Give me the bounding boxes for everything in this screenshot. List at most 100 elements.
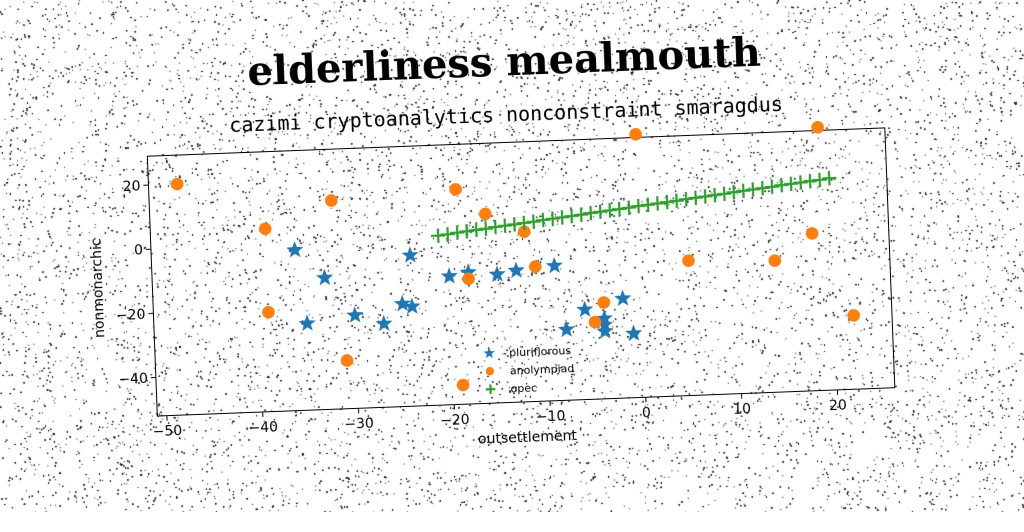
anolympiad-point [629, 128, 642, 141]
x-tick-label: −50 [152, 423, 182, 440]
figure: elderliness mealmouth cazimi cryptoanaly… [0, 0, 1024, 512]
pluriflorous-point [316, 269, 334, 286]
x-tick-label: −10 [536, 408, 566, 425]
x-tick-label: 10 [733, 401, 751, 418]
opec-point [593, 204, 608, 219]
opec-point [755, 181, 770, 196]
axis-ticks: −50 −40 −30 −20 −10 0 10 20 −40 −20 0 20 [111, 152, 847, 442]
series-pluriflorous [286, 228, 643, 354]
x-tick-label: −40 [248, 419, 278, 436]
series-anolympiad [169, 120, 862, 403]
pluriflorous-point [576, 300, 594, 317]
opec-point [612, 202, 627, 217]
y-tick-label: 0 [134, 243, 144, 259]
pluriflorous-point [403, 297, 421, 314]
legend-marker-anolympiad [486, 367, 495, 376]
data-marks [169, 120, 862, 403]
pluriflorous-point [401, 246, 419, 263]
opec-point [679, 192, 694, 207]
opec-point [650, 196, 665, 211]
opec-point [736, 183, 751, 198]
legend-marker-opec [486, 384, 496, 394]
pluriflorous-point [558, 320, 576, 337]
anolympiad-point [449, 183, 462, 196]
opec-point [688, 190, 703, 205]
x-tick-label: 20 [829, 398, 847, 415]
opec-point [555, 210, 570, 225]
pluriflorous-point [507, 261, 525, 278]
opec-point [745, 182, 760, 197]
opec-point [431, 228, 446, 243]
anolympiad-point [262, 306, 275, 319]
opec-point [602, 203, 617, 218]
opec-point [812, 172, 827, 187]
y-axis-label: nonmonarchic [88, 238, 108, 338]
opec-point [698, 189, 713, 204]
anolympiad-point [325, 194, 338, 207]
anolympiad-point [768, 254, 781, 267]
opec-point [469, 223, 484, 238]
anolympiad-point [811, 121, 824, 134]
opec-point [497, 218, 512, 233]
anolympiad-point [529, 260, 542, 273]
opec-point [545, 211, 560, 226]
opec-point [459, 224, 474, 239]
pluriflorous-point [440, 267, 458, 284]
legend-label: pluriflorous [509, 344, 572, 359]
opec-point [784, 176, 799, 191]
opec-point [726, 185, 741, 200]
pluriflorous-point [286, 241, 304, 258]
opec-point [583, 206, 598, 221]
y-tick-label: −20 [116, 307, 146, 324]
opec-point [488, 220, 503, 235]
x-tick-label: −30 [344, 416, 374, 433]
opec-point [822, 171, 837, 186]
opec-point [707, 188, 722, 203]
opec-point [564, 209, 579, 224]
x-axis-label: outsettlement [478, 428, 578, 448]
legend-label: opec [510, 381, 537, 395]
opec-point [536, 213, 551, 228]
opec-point [440, 227, 455, 242]
opec-point [574, 207, 589, 222]
legend-label: anolympiad [510, 362, 575, 377]
anolympiad-point [457, 378, 470, 391]
opec-point [450, 225, 465, 240]
y-tick-label: −40 [118, 371, 148, 388]
opec-point [641, 197, 656, 212]
opec-point [478, 221, 493, 236]
anolympiad-point [847, 309, 860, 322]
pluriflorous-point [546, 257, 564, 274]
opec-point [669, 193, 684, 208]
pluriflorous-point [488, 265, 506, 282]
y-tick-label: 20 [122, 178, 140, 195]
opec-point [631, 199, 646, 214]
legend-marker-pluriflorous [483, 347, 495, 358]
opec-point [621, 200, 636, 215]
opec-point [717, 186, 732, 201]
pluriflorous-point [625, 324, 643, 341]
legend: pluriflorous anolympiad opec [483, 344, 575, 396]
opec-point [660, 195, 675, 210]
anolympiad-point [171, 177, 184, 190]
pluriflorous-point [346, 306, 364, 323]
pluriflorous-point [375, 314, 393, 331]
anolympiad-point [340, 354, 353, 367]
opec-point [765, 179, 780, 194]
anolympiad-point [479, 207, 492, 220]
pluriflorous-point [614, 289, 632, 306]
opec-point [774, 178, 789, 193]
opec-point [793, 175, 808, 190]
anolympiad-point [806, 227, 819, 240]
opec-point [803, 174, 818, 189]
anolympiad-point [259, 222, 272, 235]
anolympiad-point [462, 272, 475, 285]
series-opec [429, 171, 838, 243]
pluriflorous-point [298, 314, 316, 331]
anolympiad-point [597, 296, 610, 309]
anolympiad-point [682, 254, 695, 267]
x-tick-label: 0 [642, 405, 652, 421]
x-tick-label: −20 [440, 412, 470, 429]
